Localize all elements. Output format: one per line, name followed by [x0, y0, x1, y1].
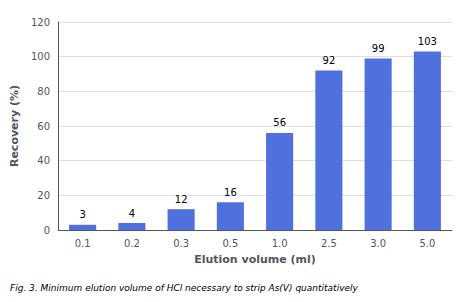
svg-text:2.5: 2.5 [321, 238, 337, 249]
svg-text:3.0: 3.0 [370, 238, 386, 249]
svg-text:5.0: 5.0 [419, 238, 435, 249]
svg-text:0.1: 0.1 [75, 238, 91, 249]
svg-text:60: 60 [37, 121, 50, 132]
svg-text:0: 0 [44, 225, 50, 236]
svg-text:20: 20 [37, 190, 50, 201]
svg-text:4: 4 [129, 208, 135, 219]
svg-text:56: 56 [273, 117, 286, 128]
svg-text:Elution volume (ml): Elution volume (ml) [194, 253, 316, 266]
svg-text:0.5: 0.5 [222, 238, 238, 249]
svg-text:40: 40 [37, 155, 50, 166]
svg-text:92: 92 [323, 55, 336, 66]
svg-text:120: 120 [31, 17, 50, 28]
svg-text:1.0: 1.0 [272, 238, 288, 249]
svg-text:99: 99 [372, 43, 385, 54]
svg-text:16: 16 [224, 187, 237, 198]
svg-text:103: 103 [418, 36, 437, 47]
svg-text:0.2: 0.2 [124, 238, 140, 249]
svg-text:Fig. 3. Minimum elution volume: Fig. 3. Minimum elution volume of HCl ne… [10, 283, 359, 293]
svg-text:100: 100 [31, 51, 50, 62]
svg-text:80: 80 [37, 86, 50, 97]
svg-text:3: 3 [79, 209, 85, 220]
svg-text:Recovery (%): Recovery (%) [8, 85, 21, 167]
svg-text:0.3: 0.3 [173, 238, 189, 249]
svg-text:12: 12 [175, 194, 188, 205]
